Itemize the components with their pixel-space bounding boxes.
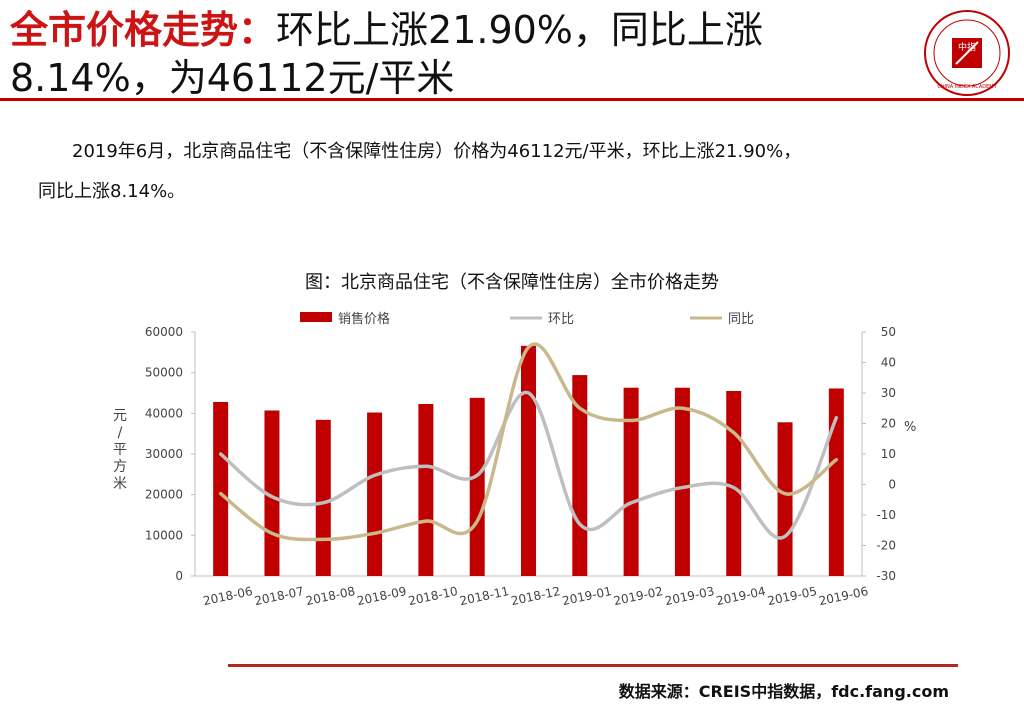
y2-tick-label: -10 [876, 508, 896, 522]
title-divider [0, 98, 1024, 101]
title-lead: 全市价格走势： [10, 8, 277, 52]
bar-2019-06 [828, 388, 844, 576]
x-tick-label: 2018-07 [253, 584, 305, 608]
bar-2019-03 [674, 387, 690, 576]
x-tick-label: 2019-03 [664, 584, 716, 608]
line-series-yoy [218, 342, 839, 542]
x-tick-label: 2019-05 [766, 584, 818, 608]
chart-title: 图：北京商品住宅（不含保障性住房）全市价格走势 [305, 272, 719, 293]
bar-2018-09 [367, 412, 383, 576]
x-tick-label: 2018-06 [202, 584, 254, 608]
y2-tick-label: 0 [888, 478, 896, 492]
legend-label: 环比 [548, 312, 574, 327]
bar-2018-06 [213, 401, 229, 576]
legend-label: 同比 [728, 312, 754, 327]
x-tick-label: 2018-12 [510, 584, 562, 608]
x-tick-label: 2019-01 [561, 584, 613, 608]
x-tick-label: 2019-06 [818, 584, 870, 608]
y2-tick-label: 30 [881, 386, 896, 400]
bar-2019-04 [726, 390, 742, 576]
y-tick-label: 20000 [145, 488, 183, 502]
y2-tick-label: 20 [881, 417, 896, 431]
y-tick-label: 60000 [145, 325, 183, 339]
logo-text: CHINA INDEX ACADEMY [937, 84, 997, 90]
footer-divider [228, 664, 958, 667]
x-tick-label: 2018-08 [304, 584, 356, 608]
legend-swatch-bar [300, 312, 332, 322]
legend-label: 销售价格 [338, 311, 390, 327]
bar-2018-11 [469, 397, 485, 576]
summary-line-1: 2019年6月，北京商品住宅（不含保障性住房）价格为46112元/平米，环比上涨… [72, 141, 802, 162]
logo: 中指 CHINA INDEX ACADEMY [924, 10, 1010, 96]
y2-tick-label: 50 [881, 325, 896, 339]
y2-tick-label: 10 [881, 447, 896, 461]
x-tick-label: 2018-11 [458, 584, 510, 608]
bar-2019-02 [623, 387, 639, 576]
y-tick-label: 10000 [145, 528, 183, 542]
x-tick-label: 2018-09 [356, 584, 408, 608]
y2-tick-label: -20 [876, 539, 896, 553]
bar-2018-12 [521, 345, 536, 576]
y-axis-label-char: 平 [113, 442, 127, 458]
logo-center-text: 中指 [958, 41, 976, 53]
x-tick-label: 2019-02 [612, 584, 664, 608]
x-tick-label: 2018-10 [407, 584, 459, 608]
y-tick-label: 50000 [145, 366, 183, 380]
x-tick-label: 2019-04 [715, 584, 767, 608]
y2-tick-label: 40 [881, 356, 896, 370]
y-axis-label-char: 米 [113, 476, 127, 492]
bar-2019-05 [777, 422, 793, 576]
y2-tick-label: -30 [876, 569, 896, 583]
title-rest: 环比上涨21.90%，同比上涨8.14%，为46112元/平米 [10, 8, 763, 100]
y2-axis-label: % [904, 420, 916, 435]
summary-paragraph: 2019年6月，北京商品住宅（不含保障性住房）价格为46112元/平米，环比上涨… [38, 132, 1008, 212]
y-tick-label: 0 [175, 569, 183, 583]
y-tick-label: 30000 [145, 447, 183, 461]
page-title: 全市价格走势：环比上涨21.90%，同比上涨8.14%，为46112元/平米 [10, 6, 910, 102]
y-tick-label: 40000 [145, 406, 183, 420]
y-axis-label-char: 元 [113, 408, 127, 424]
summary-line-2: 同比上涨8.14%。 [38, 181, 186, 202]
bar-2018-08 [315, 419, 331, 576]
data-source: 数据来源：CREIS中指数据，fdc.fang.com [618, 682, 949, 701]
y-axis-label-char: / [118, 425, 123, 441]
y-axis-label-char: 方 [113, 459, 127, 475]
bar-2018-10 [418, 403, 434, 576]
line-series-mom [218, 391, 839, 540]
